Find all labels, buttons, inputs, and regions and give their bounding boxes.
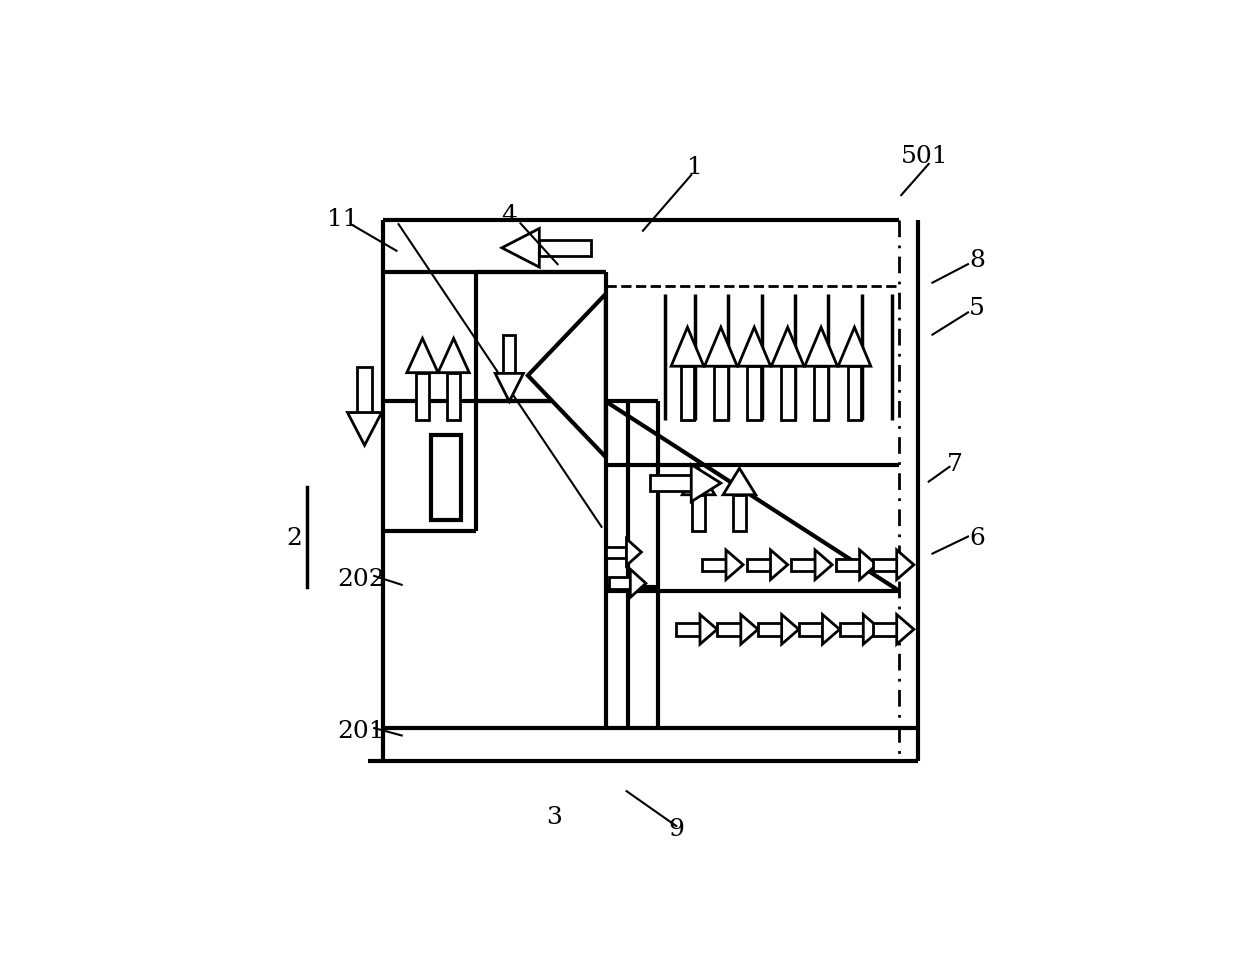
Polygon shape [805,327,837,366]
Polygon shape [691,465,720,501]
Polygon shape [838,327,870,366]
Bar [873,558,897,571]
Text: 1: 1 [687,156,703,179]
Polygon shape [859,549,877,579]
Polygon shape [863,614,880,644]
Bar [799,623,822,635]
Bar [702,558,725,571]
Polygon shape [815,549,832,579]
Bar [609,577,630,589]
Polygon shape [723,469,755,495]
Polygon shape [495,373,523,401]
Bar [503,335,516,373]
Bar [717,623,740,635]
Polygon shape [347,413,382,445]
Polygon shape [738,327,770,366]
Bar [539,240,591,255]
Polygon shape [822,614,839,644]
Text: 4: 4 [501,204,517,228]
Bar [676,623,701,635]
Bar [748,366,761,420]
Text: 3: 3 [546,806,562,829]
Polygon shape [502,228,539,267]
Bar [714,366,728,420]
Text: 11: 11 [326,208,358,231]
Bar [873,623,897,635]
Polygon shape [704,327,738,366]
Polygon shape [630,569,646,598]
Bar [650,475,691,491]
Polygon shape [407,338,438,373]
Polygon shape [725,549,743,579]
Polygon shape [771,327,804,366]
Bar [848,366,862,420]
Bar [758,623,781,635]
Text: 8: 8 [968,249,985,272]
Text: 501: 501 [901,145,949,168]
Polygon shape [671,327,704,366]
Bar [681,366,694,420]
Polygon shape [740,614,758,644]
Bar [432,435,461,521]
Text: 5: 5 [968,297,985,320]
Bar [357,367,372,413]
Bar [791,558,815,571]
Polygon shape [770,549,787,579]
Polygon shape [781,614,799,644]
Polygon shape [528,294,606,457]
Polygon shape [626,539,641,566]
Text: 201: 201 [337,720,384,743]
Bar [733,495,746,531]
Text: 2: 2 [286,527,303,550]
Bar [815,366,828,420]
Bar [606,547,626,558]
Text: 9: 9 [668,818,684,842]
Bar [746,558,770,571]
Polygon shape [701,614,717,644]
Bar [839,623,863,635]
Polygon shape [682,469,715,495]
Bar [692,495,706,531]
Bar [836,558,859,571]
Polygon shape [438,338,469,373]
Bar [415,373,429,420]
Bar [781,366,795,420]
Text: 202: 202 [337,568,384,591]
Polygon shape [897,614,914,644]
Polygon shape [897,549,914,579]
Bar [448,373,460,420]
Text: 6: 6 [968,527,985,550]
Text: 7: 7 [947,453,962,476]
